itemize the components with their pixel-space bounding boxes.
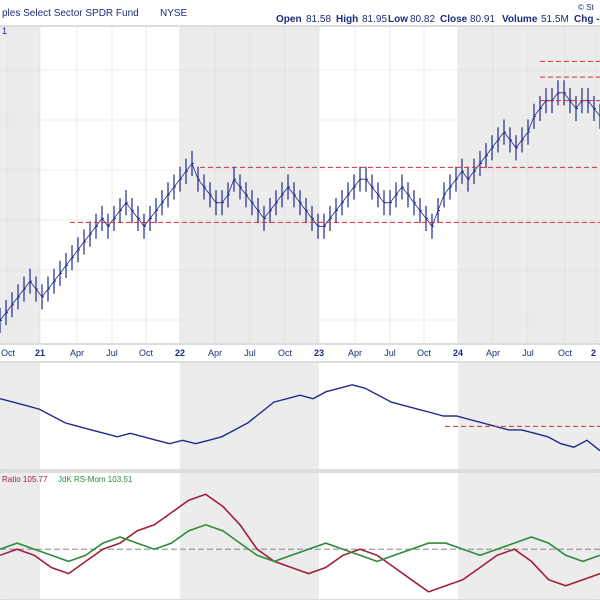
- chart-title: ples Select Sector SPDR Fund: [2, 8, 139, 19]
- rs-momentum-line: [0, 523, 600, 563]
- rs-ratio-value: 105.77: [23, 475, 48, 484]
- open-value: 81.58: [306, 14, 331, 25]
- year-shade-band: [458, 363, 600, 469]
- year-shade-band: [0, 363, 40, 469]
- x-tick-label: Oct: [278, 348, 293, 358]
- year-shade-band: [180, 473, 319, 599]
- rs-ratio-label: Ratio: [2, 475, 21, 484]
- x-tick-label: Jul: [244, 348, 256, 358]
- x-tick-label: 24: [453, 348, 463, 358]
- x-tick-label: Oct: [417, 348, 432, 358]
- chg-label: Chg -: [574, 14, 600, 25]
- x-tick-label: Oct: [558, 348, 573, 358]
- rs-mom-value: 103.51: [108, 475, 133, 484]
- x-tick-label: 22: [175, 348, 185, 358]
- exchange-label: NYSE: [160, 8, 188, 19]
- year-shade-band: [0, 27, 40, 343]
- x-tick-label: 21: [35, 348, 45, 358]
- year-shade-band: [0, 473, 40, 599]
- x-tick-label: Apr: [70, 348, 84, 358]
- rs-mom-label: JdK RS-Mom: [58, 475, 106, 484]
- year-shade-band: [180, 363, 319, 469]
- x-tick-label: Apr: [208, 348, 222, 358]
- volume-label: Volume: [502, 14, 538, 25]
- relative-strength-line: [0, 384, 600, 452]
- close-value: 80.91: [470, 14, 495, 25]
- watermark: © St: [578, 3, 594, 12]
- rs-mom-legend: JdK RS-Mom 103.51: [58, 475, 133, 484]
- low-value: 80.82: [410, 14, 435, 25]
- low-label: Low: [388, 14, 408, 25]
- header-strip: [0, 0, 600, 24]
- price-series-line: [0, 92, 600, 321]
- scale-digit: 1: [2, 26, 7, 36]
- rs-ratio-legend: Ratio 105.77: [2, 475, 48, 484]
- x-tick-label: Oct: [1, 348, 16, 358]
- x-tick-label: 23: [314, 348, 324, 358]
- x-tick-label: Jul: [522, 348, 534, 358]
- x-tick-label: 2: [591, 348, 596, 358]
- close-label: Close: [440, 14, 468, 25]
- year-shade-band: [458, 473, 600, 599]
- x-tick-label: Oct: [139, 348, 154, 358]
- year-shade-band: [458, 27, 600, 343]
- volume-value: 51.5M: [541, 14, 569, 25]
- x-tick-label: Jul: [384, 348, 396, 358]
- open-label: Open: [276, 14, 302, 25]
- high-value: 81.95: [362, 14, 387, 25]
- x-tick-label: Jul: [106, 348, 118, 358]
- year-shade-band: [180, 27, 319, 343]
- high-label: High: [336, 14, 358, 25]
- rs-ratio-line: [0, 493, 600, 593]
- x-tick-label: Apr: [486, 348, 500, 358]
- x-tick-label: Apr: [348, 348, 362, 358]
